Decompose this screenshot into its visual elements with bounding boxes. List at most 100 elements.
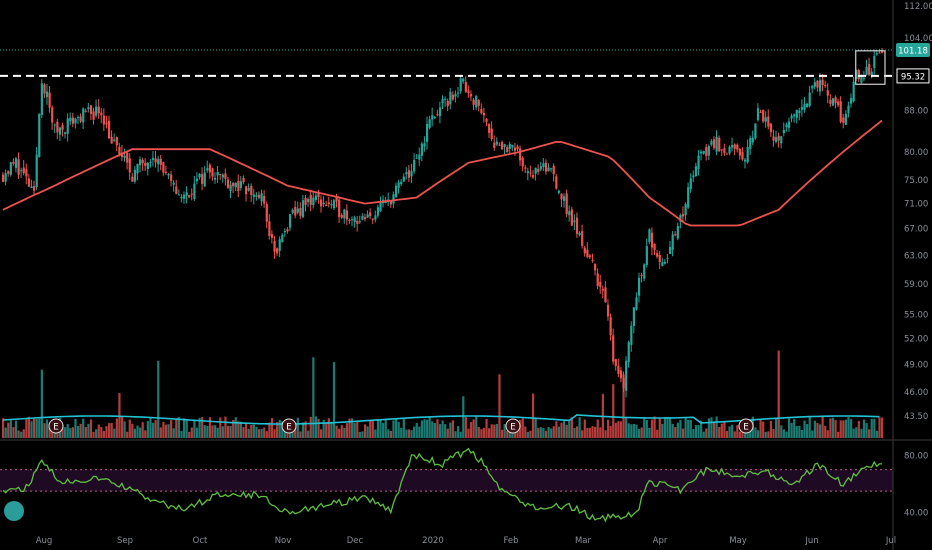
volume-bar (157, 360, 160, 438)
volume-bar (565, 424, 568, 438)
candle-body (617, 365, 620, 374)
volume-bar (2, 418, 5, 438)
candle-body (343, 209, 346, 219)
earnings-marker[interactable] (505, 418, 521, 434)
volume-bar (485, 419, 488, 438)
candle-body (294, 206, 297, 216)
candle-body (151, 157, 155, 160)
candle-body (462, 78, 465, 82)
volume-bar (172, 428, 175, 438)
candle-body (9, 162, 12, 175)
candle-body (64, 132, 67, 134)
candle-body (296, 208, 299, 213)
volume-bar (650, 419, 654, 438)
volume-bar (366, 426, 369, 438)
tradingview-logo-icon[interactable] (4, 501, 24, 521)
candle-body (588, 255, 592, 258)
candle-body (361, 215, 364, 220)
candle-body (449, 91, 452, 105)
volume-bar (862, 419, 866, 438)
candle-body (656, 253, 659, 257)
volume-bar (570, 417, 573, 438)
candle-body (389, 201, 392, 205)
candle-body (226, 179, 230, 188)
candle-body (537, 168, 540, 172)
candle-body (689, 178, 692, 190)
candle-body (126, 152, 129, 163)
volume-bar (459, 431, 462, 438)
volume-bar (294, 423, 297, 438)
volume-bar (534, 417, 537, 438)
candle-body (33, 186, 36, 191)
candle-body (97, 106, 100, 114)
volume-bar (826, 430, 829, 438)
earnings-marker[interactable] (738, 418, 754, 434)
resistance-tag (896, 68, 930, 84)
volume-bar (614, 422, 617, 438)
earnings-marker[interactable] (48, 418, 64, 434)
candle-body (286, 229, 289, 232)
candle-body (51, 107, 54, 123)
candle-body (746, 147, 749, 163)
earnings-marker[interactable] (281, 418, 297, 434)
volume-bar (247, 428, 250, 438)
volume-bar (203, 425, 206, 438)
volume-bar (537, 427, 540, 438)
volume-bar (428, 416, 431, 438)
volume-bar (387, 429, 390, 438)
volume-bar (84, 427, 87, 438)
volume-bar (304, 421, 307, 438)
volume-bar (110, 423, 113, 438)
volume-bar (498, 374, 501, 438)
volume-bar (14, 420, 18, 438)
candle-body (159, 158, 162, 165)
candle-body (392, 194, 395, 204)
candle-body (493, 142, 496, 148)
candle-body (743, 159, 747, 162)
volume-bar (529, 430, 532, 438)
time-tick-label: Sep (117, 536, 133, 546)
volume-bar (374, 429, 377, 438)
candle-body (578, 233, 581, 236)
volume-bar (586, 427, 589, 438)
price-tick-label: 112.00 (904, 2, 932, 12)
candle-body (707, 146, 710, 156)
volume-bar (351, 418, 354, 438)
candle-body (113, 139, 116, 141)
volume-bar (20, 431, 23, 438)
volume-bar (392, 420, 395, 438)
volume-bar (229, 425, 232, 438)
volume-bar (710, 417, 713, 438)
candle-body (154, 158, 157, 163)
candle-body (7, 171, 10, 174)
candle-body (718, 137, 721, 152)
candle-body (190, 193, 193, 195)
volume-bar (371, 420, 374, 438)
volume-bar (30, 421, 33, 438)
candle-body (325, 204, 328, 206)
candle-body (720, 149, 723, 151)
candle-body (351, 219, 354, 221)
candle-body (441, 98, 444, 104)
candle-body (526, 171, 530, 173)
candle-body (857, 69, 860, 80)
price-candles (2, 47, 884, 398)
candle-body (394, 185, 398, 198)
candle-body (247, 187, 250, 191)
candle-body (725, 153, 729, 155)
candle-body (92, 111, 95, 120)
candle-body (213, 177, 217, 180)
volume-bar (632, 423, 636, 438)
candle-body (454, 93, 457, 97)
candle-body (17, 159, 20, 175)
volume-bar (353, 422, 356, 438)
candle-body (697, 155, 700, 170)
volume-bar (120, 416, 124, 438)
volume-bar (76, 426, 80, 438)
candle-body (58, 127, 62, 135)
candle-body (45, 91, 49, 98)
volume-bar (738, 431, 742, 438)
candle-body (131, 176, 134, 182)
